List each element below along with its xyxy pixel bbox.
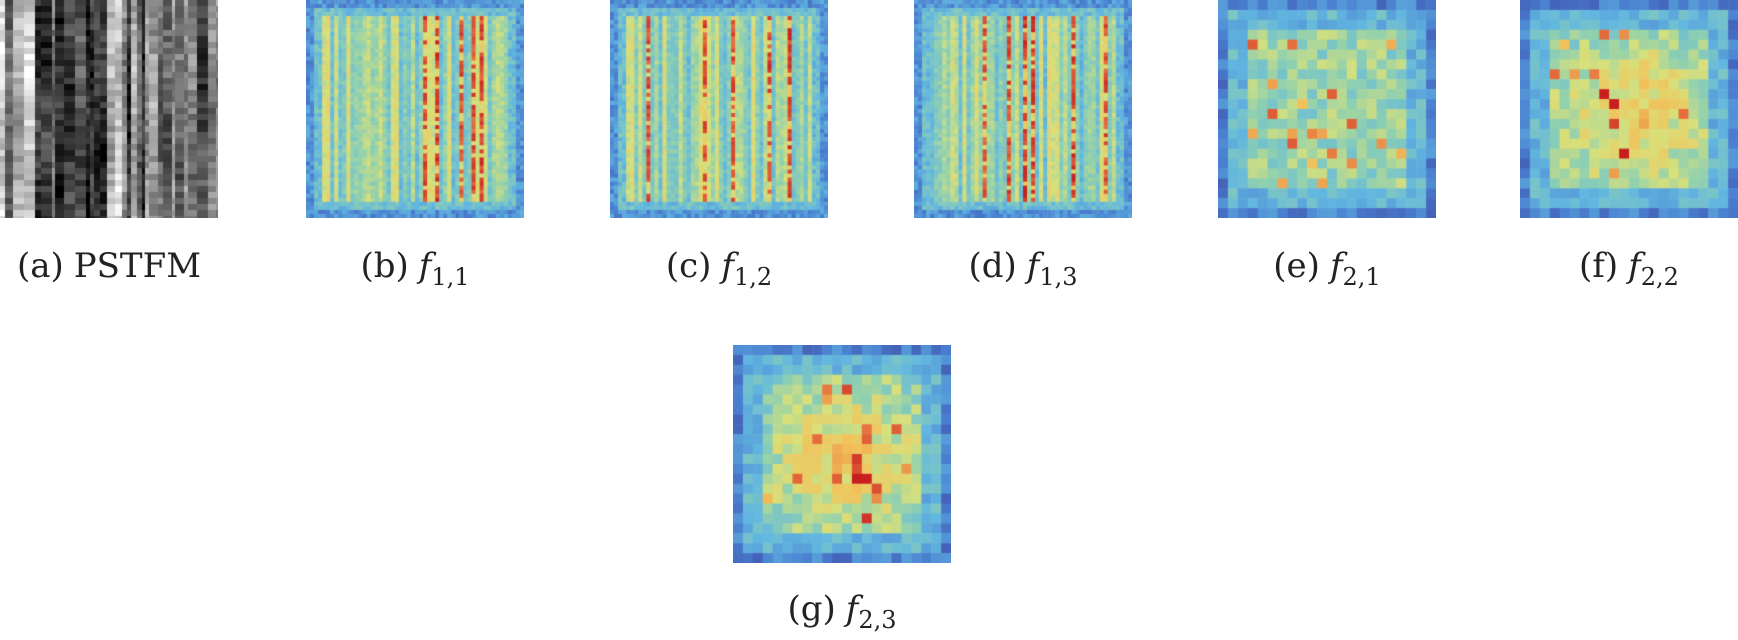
caption-d-label: (d) [968, 246, 1017, 286]
caption-a-label: (a) [16, 246, 64, 286]
caption-g-sub: 2,3 [858, 606, 897, 634]
caption-d: (d) f1,3 [873, 246, 1173, 297]
caption-g-label: (g) [787, 589, 836, 629]
panel-b-heatmap [306, 0, 524, 218]
panel-c-heatmap [610, 0, 828, 218]
caption-e-sub: 2,1 [1342, 263, 1381, 291]
panel-d-heatmap [914, 0, 1132, 218]
caption-e: (e) f2,1 [1177, 246, 1477, 297]
caption-c-label: (c) [665, 246, 712, 286]
caption-e-fn: f [1329, 246, 1343, 286]
caption-a-text: PSTFM [73, 246, 202, 286]
panel-e-heatmap [1218, 0, 1436, 218]
caption-f-sub: 2,2 [1640, 263, 1679, 291]
caption-b-label: (b) [360, 246, 409, 286]
caption-b: (b) f1,1 [265, 246, 565, 297]
caption-g: (g) f2,3 [692, 589, 992, 640]
caption-e-label: (e) [1273, 246, 1320, 286]
caption-d-fn: f [1026, 246, 1040, 286]
caption-f-fn: f [1628, 246, 1641, 286]
caption-g-fn: f [845, 589, 859, 629]
caption-a: (a) PSTFM [0, 246, 259, 286]
caption-b-fn: f [418, 246, 432, 286]
caption-c: (c) f1,2 [569, 246, 869, 297]
panel-a-image [0, 0, 218, 218]
caption-c-sub: 1,2 [734, 263, 773, 291]
panel-f-heatmap [1520, 0, 1738, 218]
panel-g-heatmap [733, 345, 951, 563]
caption-d-sub: 1,3 [1039, 263, 1078, 291]
caption-f-label: (f) [1579, 246, 1619, 286]
caption-b-sub: 1,1 [431, 263, 470, 291]
caption-f: (f) f2,2 [1479, 246, 1738, 297]
caption-c-fn: f [721, 246, 734, 286]
